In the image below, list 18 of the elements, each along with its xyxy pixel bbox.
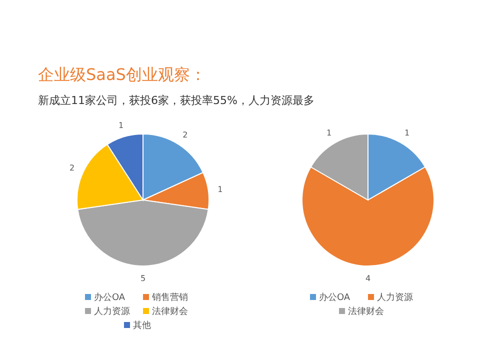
data-label: 1 [326, 128, 332, 138]
data-label: 2 [182, 130, 188, 140]
chart-subtitle: 新成立11家公司，获投6家，获投率55%，人力资源最多 [38, 94, 314, 107]
legend-label: 其他 [133, 320, 151, 331]
legend-label: 法律财会 [152, 306, 188, 317]
legend-label: 办公OA [94, 292, 126, 303]
data-label: 1 [118, 121, 124, 130]
legend-label: 人力资源 [377, 292, 413, 303]
legend-label: 销售营销 [151, 292, 188, 303]
data-label: 1 [404, 128, 410, 138]
legend-label: 办公OA [319, 292, 351, 303]
chart-title: 企业级SaaS创业观察： [38, 65, 206, 84]
legend-label: 法律财会 [348, 306, 384, 317]
data-label: 4 [365, 274, 371, 283]
data-label: 2 [70, 164, 75, 173]
legend-label: 人力资源 [94, 306, 130, 317]
data-label: 1 [218, 184, 223, 194]
data-label: 5 [140, 274, 146, 283]
